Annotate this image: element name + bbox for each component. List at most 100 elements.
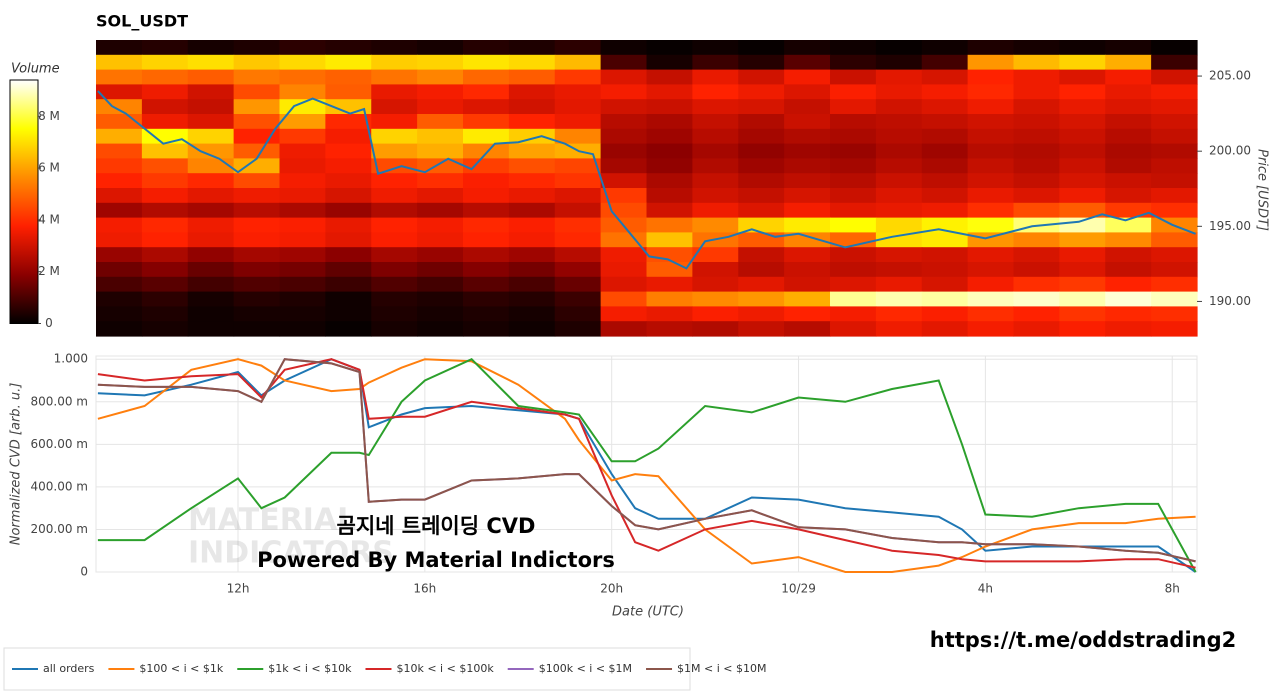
heatmap-cell <box>875 158 923 174</box>
heatmap-cell <box>738 40 785 56</box>
heatmap-cell <box>692 54 739 71</box>
heatmap-cell <box>371 306 418 322</box>
heatmap-cell <box>1059 173 1106 189</box>
heatmap-cell <box>646 54 693 71</box>
heatmap-cell <box>600 188 648 204</box>
heatmap-cell <box>967 232 1015 248</box>
heatmap-cell <box>187 321 235 337</box>
heatmap-cell <box>1059 54 1106 71</box>
heatmap-cell <box>141 202 189 219</box>
heatmap-cell <box>508 247 556 263</box>
heatmap-cell <box>738 158 785 174</box>
heatmap-cell <box>141 143 189 159</box>
heatmap-cell <box>600 306 648 322</box>
heatmap-cell <box>233 69 281 85</box>
heatmap-cell <box>600 143 648 159</box>
heatmap-cell <box>1105 247 1152 263</box>
heatmap-cell <box>1059 188 1106 204</box>
heatmap-cell <box>600 128 648 145</box>
heatmap-cell <box>921 173 969 189</box>
heatmap-cell <box>371 262 418 278</box>
heatmap-cell <box>1013 54 1060 71</box>
heatmap-cell <box>96 306 143 322</box>
y-tick-label: 195.00 <box>1209 219 1251 233</box>
heatmap-cell <box>1059 232 1106 248</box>
heatmap-cell <box>1013 188 1060 204</box>
heatmap-cell <box>1059 158 1106 174</box>
heatmap-cell <box>1013 232 1060 248</box>
heatmap-cell <box>830 40 877 56</box>
heatmap-cell <box>692 40 739 56</box>
heatmap-cell <box>233 54 281 71</box>
heatmap-cell <box>830 276 877 293</box>
heatmap-cell <box>279 143 326 159</box>
heatmap-cell <box>830 188 877 204</box>
heatmap-cell <box>1105 84 1152 100</box>
heatmap-cell <box>96 232 143 248</box>
heatmap-cell <box>187 202 235 219</box>
heatmap-cell <box>1105 306 1152 322</box>
heatmap-cell <box>646 69 693 85</box>
price-line <box>97 90 1196 270</box>
heatmap-cell <box>508 262 556 278</box>
heatmap-cell <box>508 321 556 337</box>
heatmap-cell <box>417 247 464 263</box>
heatmap-cell <box>463 114 510 130</box>
heatmap-cell <box>508 202 556 219</box>
heatmap-cell <box>371 84 418 100</box>
heatmap-cell <box>875 217 923 233</box>
heatmap-cell <box>646 188 693 204</box>
heatmap-cell <box>784 54 831 71</box>
heatmap-cell <box>600 114 648 130</box>
heatmap-cell <box>1105 99 1152 115</box>
heatmap-cell <box>187 306 235 322</box>
heatmap-cell <box>417 291 464 307</box>
heatmap-cell <box>646 173 693 189</box>
heatmap-cell <box>187 247 235 263</box>
heatmap-cell <box>279 276 326 293</box>
heatmap-cell <box>784 217 831 233</box>
heatmap-cell <box>141 158 189 174</box>
heatmap-cell <box>371 188 418 204</box>
heatmap-cell <box>1013 69 1060 85</box>
heatmap-cell <box>463 158 510 174</box>
heatmap-cell <box>921 128 969 145</box>
heatmap-cell <box>1151 114 1198 130</box>
legend-label: $100k < i < $1M <box>539 662 632 675</box>
heatmap-cell <box>738 54 785 71</box>
heatmap-cell <box>600 247 648 263</box>
heatmap-cell <box>371 232 418 248</box>
heatmap-cell <box>325 217 372 233</box>
heatmap-cell <box>738 128 785 145</box>
heatmap-cell <box>692 114 739 130</box>
heatmap-cell <box>96 217 143 233</box>
heatmap-cell <box>600 291 648 307</box>
heatmap-cell <box>279 188 326 204</box>
heatmap-cell <box>830 128 877 145</box>
heatmap-cell <box>646 217 693 233</box>
heatmap-cell <box>692 291 739 307</box>
heatmap-cell <box>371 291 418 307</box>
heatmap-cell <box>96 99 143 115</box>
heatmap-cell <box>187 276 235 293</box>
heatmap-cell <box>96 40 143 56</box>
heatmap-cell <box>646 291 693 307</box>
heatmap-cell <box>875 321 923 337</box>
heatmap-cell <box>1105 69 1152 85</box>
heatmap-cell <box>554 217 602 233</box>
heatmap-cell <box>646 262 693 278</box>
heatmap-cell <box>279 262 326 278</box>
heatmap-cell <box>554 128 602 145</box>
heatmap-cell <box>646 99 693 115</box>
heatmap-cell <box>417 232 464 248</box>
heatmap-cell <box>96 188 143 204</box>
heatmap-cell <box>508 217 556 233</box>
heatmap-cell <box>1151 99 1198 115</box>
heatmap-cell <box>187 69 235 85</box>
heatmap-cell <box>279 247 326 263</box>
heatmap-cell <box>325 173 372 189</box>
heatmap-cell <box>738 114 785 130</box>
heatmap-cell <box>784 232 831 248</box>
heatmap-cell <box>371 40 418 56</box>
heatmap-cell <box>967 84 1015 100</box>
